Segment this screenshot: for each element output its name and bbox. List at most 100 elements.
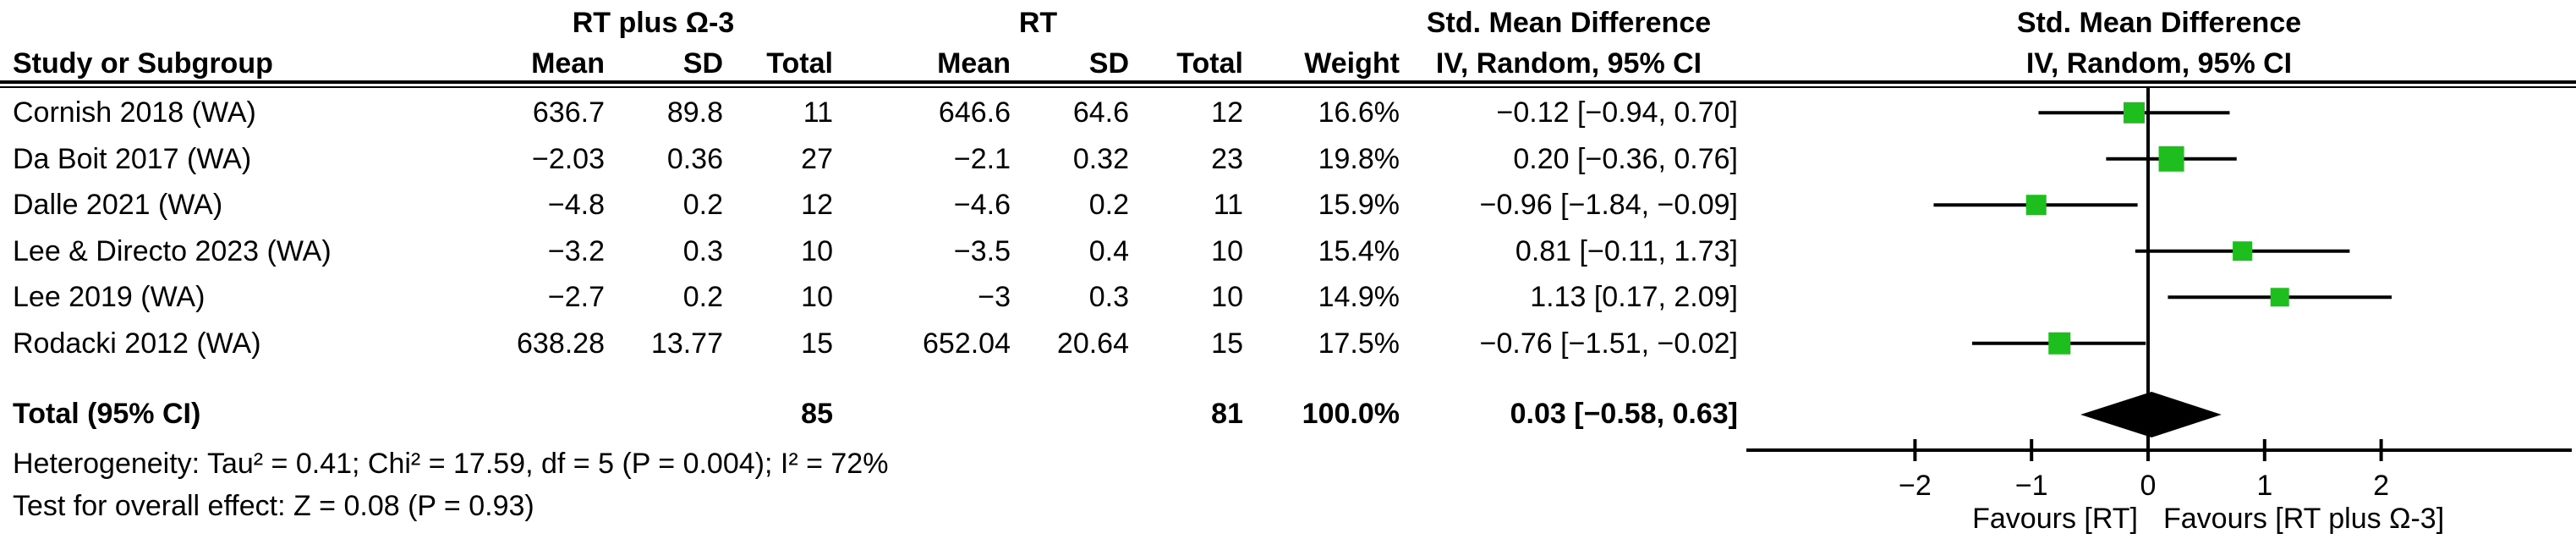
- tick-label: 0: [2140, 470, 2157, 502]
- cell-sd2: 0.3: [1088, 281, 1129, 313]
- col-header-study: Study or Subgroup: [13, 47, 273, 80]
- total-n-group2: 81: [1211, 398, 1243, 430]
- heterogeneity-line: Heterogeneity: Tau² = 0.41; Chi² = 17.59…: [13, 448, 889, 480]
- total-label: Total (95% CI): [13, 398, 201, 430]
- cell-sd1: 0.2: [682, 281, 723, 313]
- cell-sd1: 0.2: [682, 189, 723, 221]
- total-row: Total (95% CI) 85 81 100.0% 0.03 [−0.58,…: [0, 391, 1742, 437]
- cell-sd2: 0.2: [1088, 189, 1129, 221]
- cell-weight: 16.6%: [1318, 96, 1400, 129]
- col-header-sd1: SD: [682, 47, 723, 80]
- cell-ci: −0.12 [−0.94, 0.70]: [1496, 96, 1738, 129]
- effect-marker: [2158, 146, 2184, 172]
- cell-total2: 15: [1211, 327, 1243, 360]
- cell-mean1: 636.7: [532, 96, 605, 129]
- cell-total1: 10: [801, 281, 833, 313]
- cell-weight: 14.9%: [1318, 281, 1400, 313]
- cell-total2: 10: [1211, 234, 1243, 267]
- cell-study: Lee 2019 (WA): [13, 281, 206, 313]
- total-n-group1: 85: [801, 398, 833, 430]
- cell-weight: 19.8%: [1318, 142, 1400, 175]
- plot-header: Std. Mean Difference: [2016, 7, 2302, 39]
- effect-marker: [2048, 332, 2071, 355]
- col-header-sd2: SD: [1088, 47, 1129, 80]
- favours-right-label: Favours [RT plus Ω-3]: [2163, 503, 2444, 535]
- cell-total1: 27: [801, 142, 833, 175]
- cell-mean1: −3.2: [547, 234, 605, 267]
- column-header-row: Study or Subgroup Mean SD Total Mean SD …: [0, 44, 1742, 83]
- cell-total2: 10: [1211, 281, 1243, 313]
- cell-ci: 0.20 [−0.36, 0.76]: [1513, 142, 1738, 175]
- cell-total1: 12: [801, 189, 833, 221]
- cell-weight: 17.5%: [1318, 327, 1400, 360]
- col-header-mean2: Mean: [937, 47, 1011, 80]
- cell-mean1: −4.8: [547, 189, 605, 221]
- cell-ci: −0.76 [−1.51, −0.02]: [1479, 327, 1738, 360]
- table-row: Lee 2019 (WA) −2.7 0.2 10 −3 0.3 10 14.9% 1.13 […: [0, 274, 1742, 321]
- cell-mean1: −2.7: [547, 281, 605, 313]
- tick-label: −2: [1899, 470, 1932, 502]
- cell-weight: 15.4%: [1318, 234, 1400, 267]
- effect-marker: [2025, 195, 2047, 216]
- tick-label: 1: [2256, 470, 2272, 502]
- cell-study: Lee & Directo 2023 (WA): [13, 234, 332, 267]
- cell-ci: 0.81 [−0.11, 1.73]: [1515, 234, 1738, 267]
- forest-plot-panel: −2 −1 0 1 2 Favours [RT] Favours [RT plus Ω-3]: [1742, 0, 2576, 539]
- table-row: Cornish 2018 (WA) 636.7 89.8 11 646.6 64.6 12 1…: [0, 90, 1742, 136]
- cell-sd2: 64.6: [1072, 96, 1129, 129]
- effect-marker: [2123, 102, 2145, 124]
- cell-study: Rodacki 2012 (WA): [13, 327, 261, 360]
- cell-sd2: 0.4: [1088, 234, 1129, 267]
- effect-marker: [2233, 241, 2253, 261]
- cell-sd1: 89.8: [666, 96, 723, 129]
- cell-total1: 15: [801, 327, 833, 360]
- plot-subheader: IV, Random, 95% CI: [2025, 47, 2293, 80]
- table-row: Dalle 2021 (WA) −4.8 0.2 12 −4.6 0.2 11 15.9% −0…: [0, 182, 1742, 228]
- total-ci: 0.03 [−0.58, 0.63]: [1510, 398, 1738, 430]
- cell-study: Cornish 2018 (WA): [13, 96, 256, 129]
- col-header-total1: Total: [766, 47, 833, 80]
- header-rule-bottom: [0, 86, 2576, 88]
- tick-label: −1: [2015, 470, 2048, 502]
- cell-sd2: 20.64: [1056, 327, 1129, 360]
- table-row: Da Boit 2017 (WA) −2.03 0.36 27 −2.1 0.32 23 19…: [0, 136, 1742, 183]
- effect-marker: [2270, 288, 2289, 307]
- cell-sd2: 0.32: [1072, 142, 1129, 175]
- cell-mean1: 638.28: [517, 327, 605, 360]
- forest-plot-svg: −2 −1 0 1 2 Favours [RT] Favours [RT plus Ω-3]: [1746, 88, 2572, 535]
- cell-mean2: −3.5: [953, 234, 1011, 267]
- cell-total2: 11: [1213, 189, 1243, 221]
- col-header-weight: Weight: [1304, 47, 1400, 80]
- col-header-mean1: Mean: [531, 47, 605, 80]
- cell-study: Da Boit 2017 (WA): [13, 142, 252, 175]
- cell-mean2: −2.1: [953, 142, 1011, 175]
- cell-ci: 1.13 [0.17, 2.09]: [1530, 281, 1738, 313]
- cell-ci: −0.96 [−1.84, −0.09]: [1479, 189, 1738, 221]
- cell-mean2: 646.6: [938, 96, 1011, 129]
- cell-total2: 23: [1211, 142, 1243, 175]
- cell-total1: 10: [801, 234, 833, 267]
- cell-mean2: 652.04: [923, 327, 1011, 360]
- cell-mean1: −2.03: [531, 142, 605, 175]
- overall-effect-line: Test for overall effect: Z = 0.08 (P = 0…: [13, 490, 534, 522]
- group1-header: RT plus Ω-3: [572, 7, 735, 39]
- total-weight: 100.0%: [1302, 398, 1400, 430]
- cell-mean2: −4.6: [953, 189, 1011, 221]
- group2-header: RT: [1018, 7, 1058, 39]
- cell-study: Dalle 2021 (WA): [13, 189, 223, 221]
- cell-weight: 15.9%: [1318, 189, 1400, 221]
- table-row: Lee & Directo 2023 (WA) −3.2 0.3 10 −3.5 0.4 1…: [0, 228, 1742, 275]
- cell-sd1: 13.77: [650, 327, 723, 360]
- table-row: Rodacki 2012 (WA) 638.28 13.77 15 652.04 20.6…: [0, 321, 1742, 367]
- col-header-total2: Total: [1176, 47, 1243, 80]
- cell-total2: 12: [1211, 96, 1243, 129]
- cell-sd1: 0.36: [666, 142, 723, 175]
- cell-sd1: 0.3: [682, 234, 723, 267]
- cell-total1: 11: [803, 96, 833, 129]
- summary-diamond: [2080, 392, 2222, 437]
- favours-left-label: Favours [RT]: [1972, 503, 2138, 535]
- tick-label: 2: [2373, 470, 2389, 502]
- header-rule-top: [0, 80, 2576, 84]
- col-header-ci: IV, Random, 95% CI: [1435, 47, 1702, 80]
